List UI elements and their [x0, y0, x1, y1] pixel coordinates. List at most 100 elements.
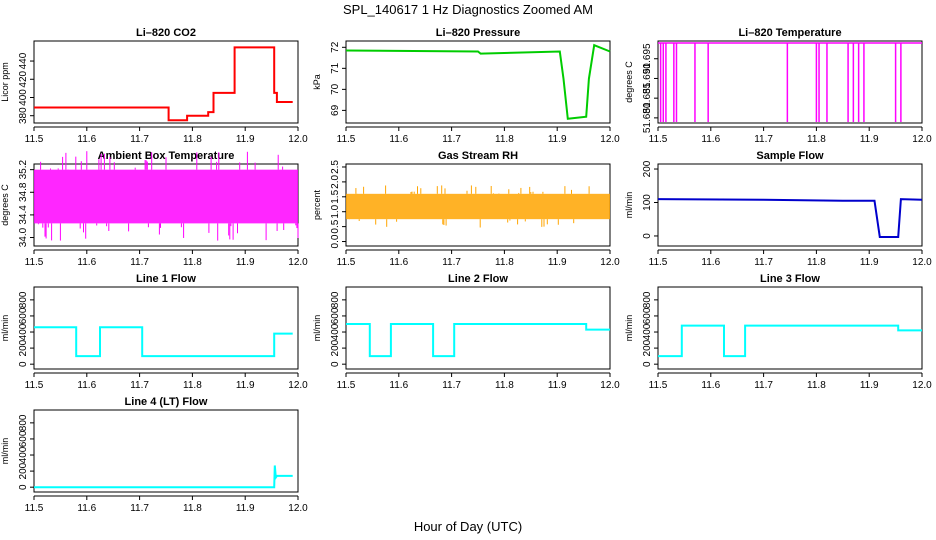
panel-title: Li–820 Temperature: [738, 27, 841, 39]
series-line: [345, 43, 611, 120]
x-tick-label: 11.7: [130, 380, 149, 391]
x-tick-label: 11.7: [130, 503, 149, 514]
y-tick-label: 51.680: [642, 102, 653, 133]
x-tick-label: 11.9: [860, 380, 879, 391]
x-tick-label: 11.8: [807, 380, 826, 391]
y-tick-label: 51.685: [642, 82, 653, 113]
plot-frame: [33, 40, 299, 124]
series-line: [346, 323, 610, 358]
panel-title: Line 3 Flow: [760, 273, 820, 285]
x-tick-label: 11.8: [495, 134, 514, 145]
y-tick-label: 71: [330, 62, 341, 74]
x-tick-label: 11.6: [389, 134, 408, 145]
series-line: [658, 324, 922, 358]
y-tick-label: 200: [642, 339, 653, 356]
y-tick-label: 380: [18, 107, 29, 124]
series-line: [34, 46, 293, 122]
series-band: [346, 193, 610, 220]
y-axis-label: degrees C: [624, 61, 634, 103]
x-tick-label: 11.5: [337, 257, 356, 268]
y-tick-label: 0: [330, 361, 341, 367]
x-tick-label: 12.0: [912, 134, 932, 145]
y-tick-label: 34.0: [18, 227, 29, 247]
x-tick-label: 11.5: [649, 134, 668, 145]
y-tick-label: 35.2: [18, 159, 29, 179]
x-tick-label: 11.9: [548, 257, 567, 268]
y-tick-label: 1.5: [330, 189, 341, 203]
plot-frame: [345, 286, 611, 370]
panel-5: Gas Stream RH percent 0.00.51.01.52.02.5 11…: [312, 150, 620, 268]
x-tick-label: 11.7: [754, 134, 773, 145]
y-tick-label: 600: [642, 307, 653, 324]
y-axis-label: kPa: [312, 74, 322, 90]
x-tick-label: 11.5: [649, 380, 668, 391]
x-tick-label: 11.8: [807, 134, 826, 145]
y-tick-label: 0.0: [330, 234, 341, 248]
x-tick-label: 11.5: [337, 134, 356, 145]
x-tick-label: 12.0: [288, 134, 308, 145]
panel-title: Li–820 Pressure: [436, 27, 520, 39]
y-tick-label: 400: [642, 323, 653, 340]
figure-x-label: Hour of Day (UTC): [414, 519, 522, 534]
y-axis-label: ml/min: [312, 315, 322, 342]
x-tick-label: 11.9: [236, 134, 255, 145]
x-tick-label: 11.6: [77, 503, 96, 514]
x-tick-label: 11.8: [495, 257, 514, 268]
panel-title: Line 2 Flow: [448, 273, 508, 285]
y-tick-label: 400: [18, 89, 29, 106]
y-tick-label: 440: [18, 52, 29, 69]
x-tick-label: 11.7: [130, 134, 149, 145]
y-tick-label: 800: [330, 291, 341, 308]
y-axis-label: ml/min: [624, 192, 634, 219]
y-tick-label: 800: [18, 291, 29, 308]
x-tick-label: 12.0: [912, 257, 932, 268]
series-line: [34, 465, 293, 489]
x-tick-label: 11.7: [754, 257, 773, 268]
panel-title: Ambient Box Temperature: [98, 150, 235, 162]
x-tick-label: 11.5: [649, 257, 668, 268]
panel-title: Sample Flow: [756, 150, 824, 162]
x-tick-label: 11.9: [860, 257, 879, 268]
x-tick-label: 11.7: [442, 257, 461, 268]
x-tick-label: 11.9: [236, 257, 255, 268]
y-tick-label: 400: [18, 446, 29, 463]
y-tick-label: 600: [330, 307, 341, 324]
y-tick-label: 51.695: [642, 43, 653, 74]
y-axis-label: Licor ppm: [0, 62, 10, 102]
y-tick-label: 0: [642, 233, 653, 239]
y-tick-label: 600: [18, 430, 29, 447]
plot-frame: [657, 163, 923, 247]
x-tick-label: 11.6: [701, 380, 720, 391]
x-tick-label: 11.7: [442, 134, 461, 145]
x-tick-label: 11.5: [25, 503, 44, 514]
x-tick-label: 12.0: [600, 134, 620, 145]
y-tick-label: 200: [642, 160, 653, 177]
x-tick-label: 11.8: [183, 503, 202, 514]
y-tick-label: 0: [642, 361, 653, 367]
y-tick-label: 2.0: [330, 175, 341, 189]
y-tick-label: 70: [330, 83, 341, 95]
y-tick-label: 800: [18, 414, 29, 431]
x-tick-label: 11.6: [701, 134, 720, 145]
y-tick-label: 0: [18, 361, 29, 367]
x-tick-label: 11.9: [860, 134, 879, 145]
series-line: [34, 326, 293, 358]
y-tick-label: 200: [18, 462, 29, 479]
x-tick-label: 11.8: [183, 257, 202, 268]
y-tick-label: 1.0: [330, 204, 341, 218]
x-tick-label: 11.5: [25, 257, 44, 268]
panel-6: Sample Flow ml/min 0 100 200 11.5 11.6 11.7 11.8…: [624, 150, 932, 268]
panel-4: Ambient Box Temperature degrees C 34.0 34.4…: [0, 150, 308, 268]
figure-title: SPL_140617 1 Hz Diagnostics Zoomed AM: [343, 2, 593, 17]
x-tick-label: 11.9: [548, 380, 567, 391]
x-tick-label: 12.0: [912, 380, 932, 391]
x-tick-label: 12.0: [600, 257, 620, 268]
x-tick-label: 11.8: [495, 380, 514, 391]
panel-title: Line 4 (LT) Flow: [125, 396, 208, 408]
x-tick-label: 11.9: [236, 380, 255, 391]
plot-frame: [33, 409, 299, 493]
